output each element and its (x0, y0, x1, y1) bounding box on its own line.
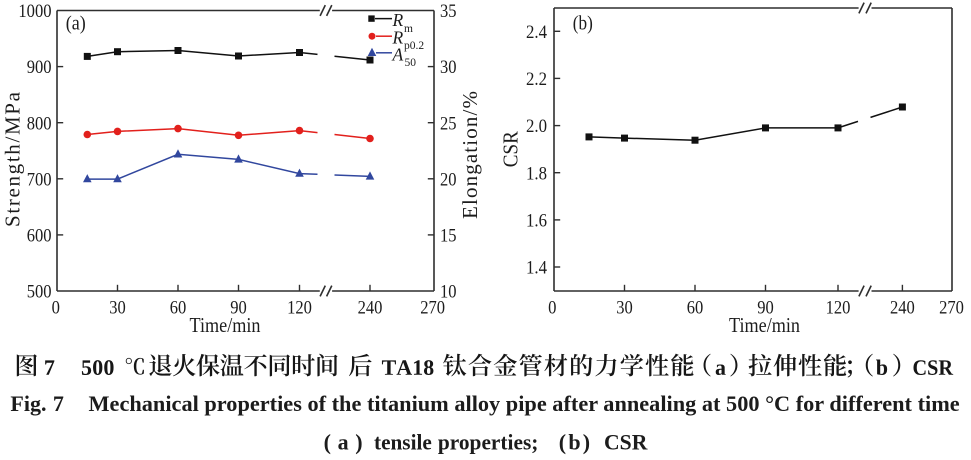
svg-text:(b): (b) (573, 12, 593, 34)
svg-text:30: 30 (616, 297, 633, 318)
svg-text:7: 7 (53, 391, 64, 416)
svg-text:Time/min: Time/min (190, 313, 261, 337)
svg-text:1000: 1000 (18, 1, 51, 22)
svg-text:(b): (b) (559, 430, 590, 455)
svg-text:Strength/MPa: Strength/MPa (1, 91, 25, 227)
svg-text:0: 0 (548, 297, 556, 318)
svg-text:R: R (392, 28, 404, 48)
svg-text:600: 600 (27, 226, 52, 247)
svg-text:700: 700 (27, 169, 52, 190)
svg-text:Mechanical properties of the t: Mechanical properties of the titanium al… (89, 391, 960, 416)
svg-text:900: 900 (27, 57, 52, 78)
svg-text:90: 90 (757, 297, 774, 318)
svg-text:10: 10 (440, 282, 457, 303)
svg-text:tensile: tensile (374, 430, 432, 455)
svg-text:properties;: properties; (438, 430, 539, 455)
svg-text:240: 240 (890, 297, 915, 318)
svg-text:Elongation/%: Elongation/% (458, 91, 482, 219)
svg-text:800: 800 (27, 113, 52, 134)
svg-text:30: 30 (440, 57, 457, 78)
svg-text:25: 25 (440, 113, 457, 134)
svg-text:60: 60 (170, 297, 187, 318)
svg-text:Time/min: Time/min (729, 313, 800, 337)
svg-text:2.4: 2.4 (526, 22, 547, 43)
svg-text:(a): (a) (66, 12, 86, 34)
svg-text:120: 120 (287, 297, 312, 318)
svg-text:m: m (404, 23, 413, 35)
svg-text:20: 20 (440, 169, 457, 190)
svg-text:15: 15 (440, 226, 457, 247)
svg-text:(a): (a) (324, 430, 363, 455)
svg-text:1.6: 1.6 (526, 211, 547, 232)
svg-text:270: 270 (420, 297, 445, 318)
svg-text:2.2: 2.2 (526, 69, 547, 90)
svg-text:35: 35 (440, 1, 457, 22)
svg-text:240: 240 (358, 297, 383, 318)
svg-text:CSR: CSR (499, 131, 523, 167)
svg-text:1.4: 1.4 (526, 258, 547, 279)
svg-text:500: 500 (27, 282, 52, 303)
svg-text:2.0: 2.0 (526, 116, 547, 137)
svg-text:0: 0 (52, 297, 60, 318)
svg-text:R: R (392, 10, 404, 30)
svg-text:A: A (392, 44, 404, 64)
svg-text:120: 120 (826, 297, 851, 318)
svg-text:p0.2: p0.2 (404, 40, 424, 52)
svg-text:60: 60 (687, 297, 704, 318)
svg-text:CSR: CSR (604, 430, 648, 455)
svg-text:1.8: 1.8 (526, 163, 547, 184)
svg-text:Fig.: Fig. (10, 391, 46, 416)
svg-text:50: 50 (405, 57, 417, 69)
svg-text:30: 30 (109, 297, 126, 318)
svg-text:270: 270 (939, 297, 964, 318)
svg-text:90: 90 (230, 297, 247, 318)
